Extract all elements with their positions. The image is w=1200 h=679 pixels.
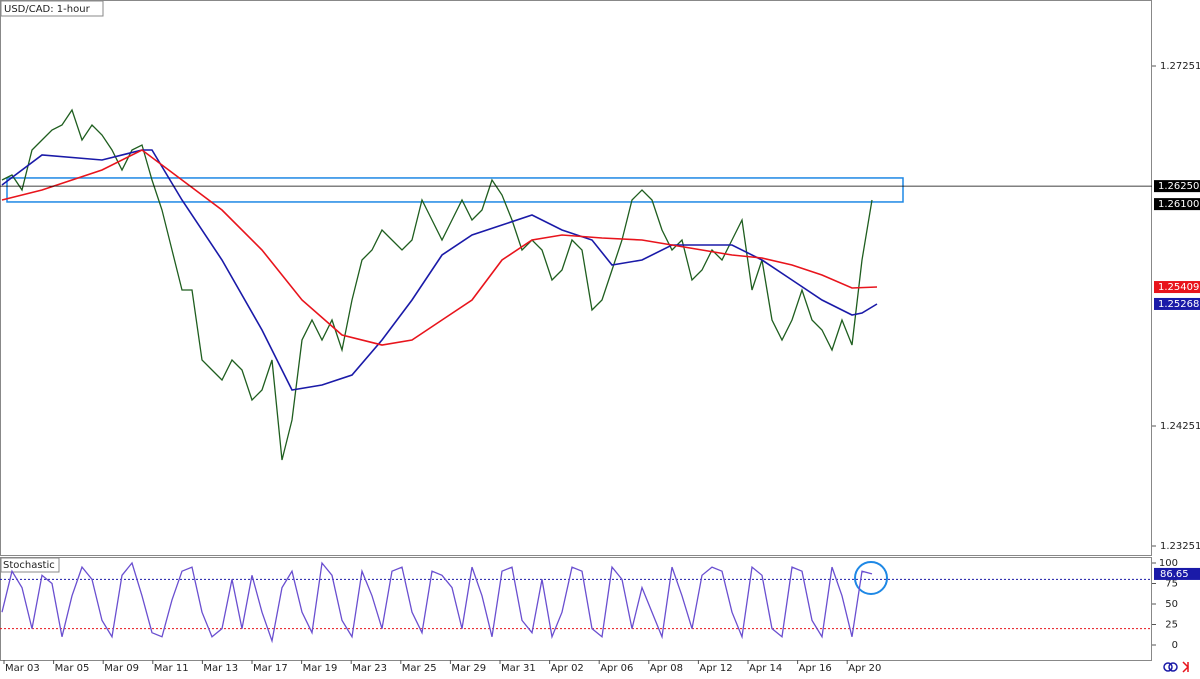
y-tick-label: 1.27251	[1160, 61, 1200, 72]
toolbar-icons	[1163, 661, 1190, 673]
x-tick-label: Mar 17	[253, 663, 288, 674]
resistance-zone	[6, 177, 904, 203]
x-tick-label: Mar 25	[402, 663, 437, 674]
x-tick-label: Mar 31	[501, 663, 536, 674]
stoch-value-box	[1154, 567, 1200, 580]
stoch-value-label: 86.65	[1160, 569, 1189, 580]
x-tick-label: Mar 11	[154, 663, 189, 674]
stoch-tick-label: 0	[1172, 640, 1178, 651]
price-pane	[0, 0, 1152, 556]
x-tick-label: Apr 02	[551, 663, 584, 674]
x-tick-label: Mar 19	[303, 663, 338, 674]
title-box	[0, 0, 104, 17]
price-label-box	[1154, 198, 1200, 211]
x-tick-label: Mar 13	[203, 663, 238, 674]
y-tick-label: 1.24251	[1160, 421, 1200, 432]
price-line	[1, 108, 873, 461]
price-label: 1.25268	[1158, 299, 1199, 310]
stoch-tick-label: 25	[1165, 619, 1178, 630]
price-label: 1.26250	[1158, 181, 1199, 192]
y-tick-label: 1.23251	[1160, 541, 1200, 552]
x-tick-label: Mar 29	[451, 663, 486, 674]
x-tick-label: Apr 12	[699, 663, 732, 674]
stochastic-pane	[0, 557, 1152, 661]
x-tick-label: Mar 23	[352, 663, 387, 674]
x-tick-label: Apr 08	[650, 663, 683, 674]
stoch-tick-label: 50	[1165, 599, 1178, 610]
moving-average-line	[1, 149, 878, 391]
stoch-title: Stochastic	[3, 560, 55, 571]
x-tick-label: Mar 03	[5, 663, 40, 674]
x-tick-label: Mar 09	[104, 663, 139, 674]
price-label-box	[1154, 281, 1200, 294]
x-tick-label: Apr 14	[749, 663, 782, 674]
price-label-box	[1154, 180, 1200, 193]
stoch-tick-label: 100	[1159, 558, 1178, 569]
chart-title: USD/CAD: 1-hour	[4, 4, 91, 15]
price-label-box	[1154, 297, 1200, 310]
price-label: 1.25409	[1158, 282, 1199, 293]
stoch-tick-label: 75	[1165, 578, 1178, 589]
price-label: 1.26100	[1158, 199, 1199, 210]
x-tick-label: Apr 20	[848, 663, 881, 674]
stochastic-line	[1, 561, 873, 644]
moving-average-line	[1, 149, 878, 346]
x-tick-label: Apr 06	[600, 663, 633, 674]
stoch-title-box	[0, 557, 60, 573]
x-tick-label: Apr 16	[799, 663, 832, 674]
x-tick-label: Mar 05	[55, 663, 90, 674]
highlight-circle	[854, 561, 888, 595]
